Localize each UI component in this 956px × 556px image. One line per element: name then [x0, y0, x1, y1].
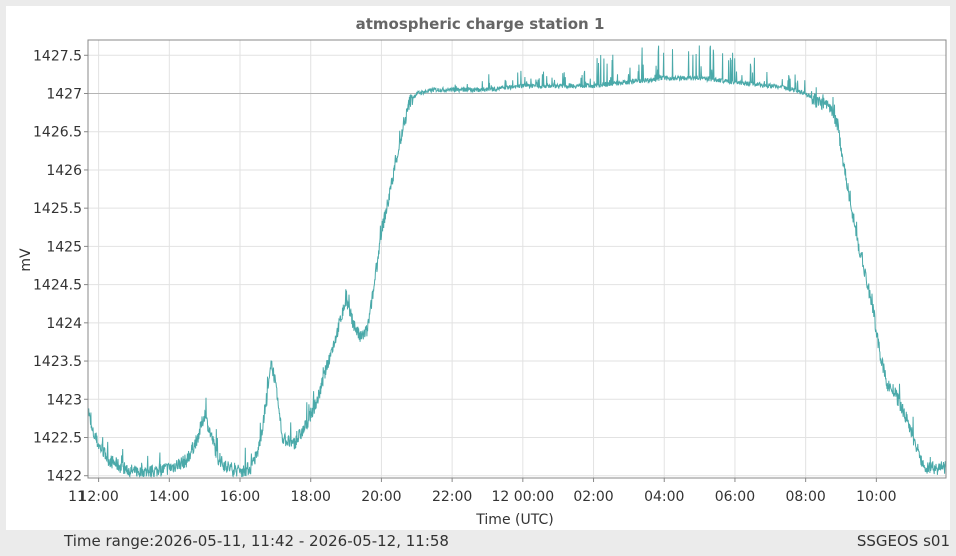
x-tick-label: 11: [68, 489, 86, 505]
y-tick-label: 1423.5: [33, 354, 82, 370]
x-tick-label: 06:00: [715, 489, 755, 505]
y-tick-label: 1426.5: [33, 125, 82, 141]
time-range-label: Time range:: [64, 532, 155, 550]
y-tick-label: 1422: [46, 469, 82, 485]
y-tick-label: 1425: [46, 239, 82, 255]
y-tick-label: 1422.5: [33, 430, 82, 446]
y-tick-label: 1427: [46, 87, 82, 103]
x-tick-label: 16:00: [220, 489, 260, 505]
x-axis-label: Time (UTC): [475, 512, 553, 528]
x-tick-label: 04:00: [644, 489, 684, 505]
x-tick-label: 12 00:00: [492, 489, 555, 505]
x-tick-label: 08:00: [785, 489, 825, 505]
y-tick-label: 1427.5: [33, 48, 82, 64]
x-tick-label: 22:00: [432, 489, 472, 505]
time-range-value: 2026-05-11, 11:42 - 2026-05-12, 11:58: [154, 532, 449, 550]
series-layer: [87, 45, 947, 478]
chart-title: atmospheric charge station 1: [356, 15, 605, 33]
grid-lines: [88, 40, 946, 478]
x-tick-label: 02:00: [573, 489, 613, 505]
y-tick-label: 1424.5: [33, 278, 82, 294]
x-tick-label: 12:00: [78, 489, 118, 505]
plot-frame: [87, 39, 947, 479]
x-tick-label: 18:00: [291, 489, 331, 505]
y-tick-label: 1425.5: [33, 201, 82, 217]
y-axis-label: mV: [18, 248, 34, 272]
plot-panel: atmospheric charge station 1 1422 1422.5 1…: [6, 6, 950, 530]
y-tick-label: 1426: [46, 163, 82, 179]
y-tick-label: 1423: [46, 392, 82, 408]
series-line: [87, 45, 947, 478]
station-id: SSGEOS s01: [856, 532, 950, 550]
y-tick-labels: 1422 1422.5 1423 1423.5 1424 1424.5 1425 1425.5…: [33, 48, 82, 484]
time-range-text: Time range:2026-05-11, 11:42 - 2026-05-1…: [64, 532, 449, 550]
axes: [84, 39, 947, 482]
x-tick-label: 14:00: [149, 489, 189, 505]
x-tick-label: 10:00: [856, 489, 896, 505]
y-tick-label: 1424: [46, 316, 82, 332]
chart: atmospheric charge station 1 14221422.51…: [18, 15, 947, 528]
x-tick-label: 20:00: [361, 489, 401, 505]
